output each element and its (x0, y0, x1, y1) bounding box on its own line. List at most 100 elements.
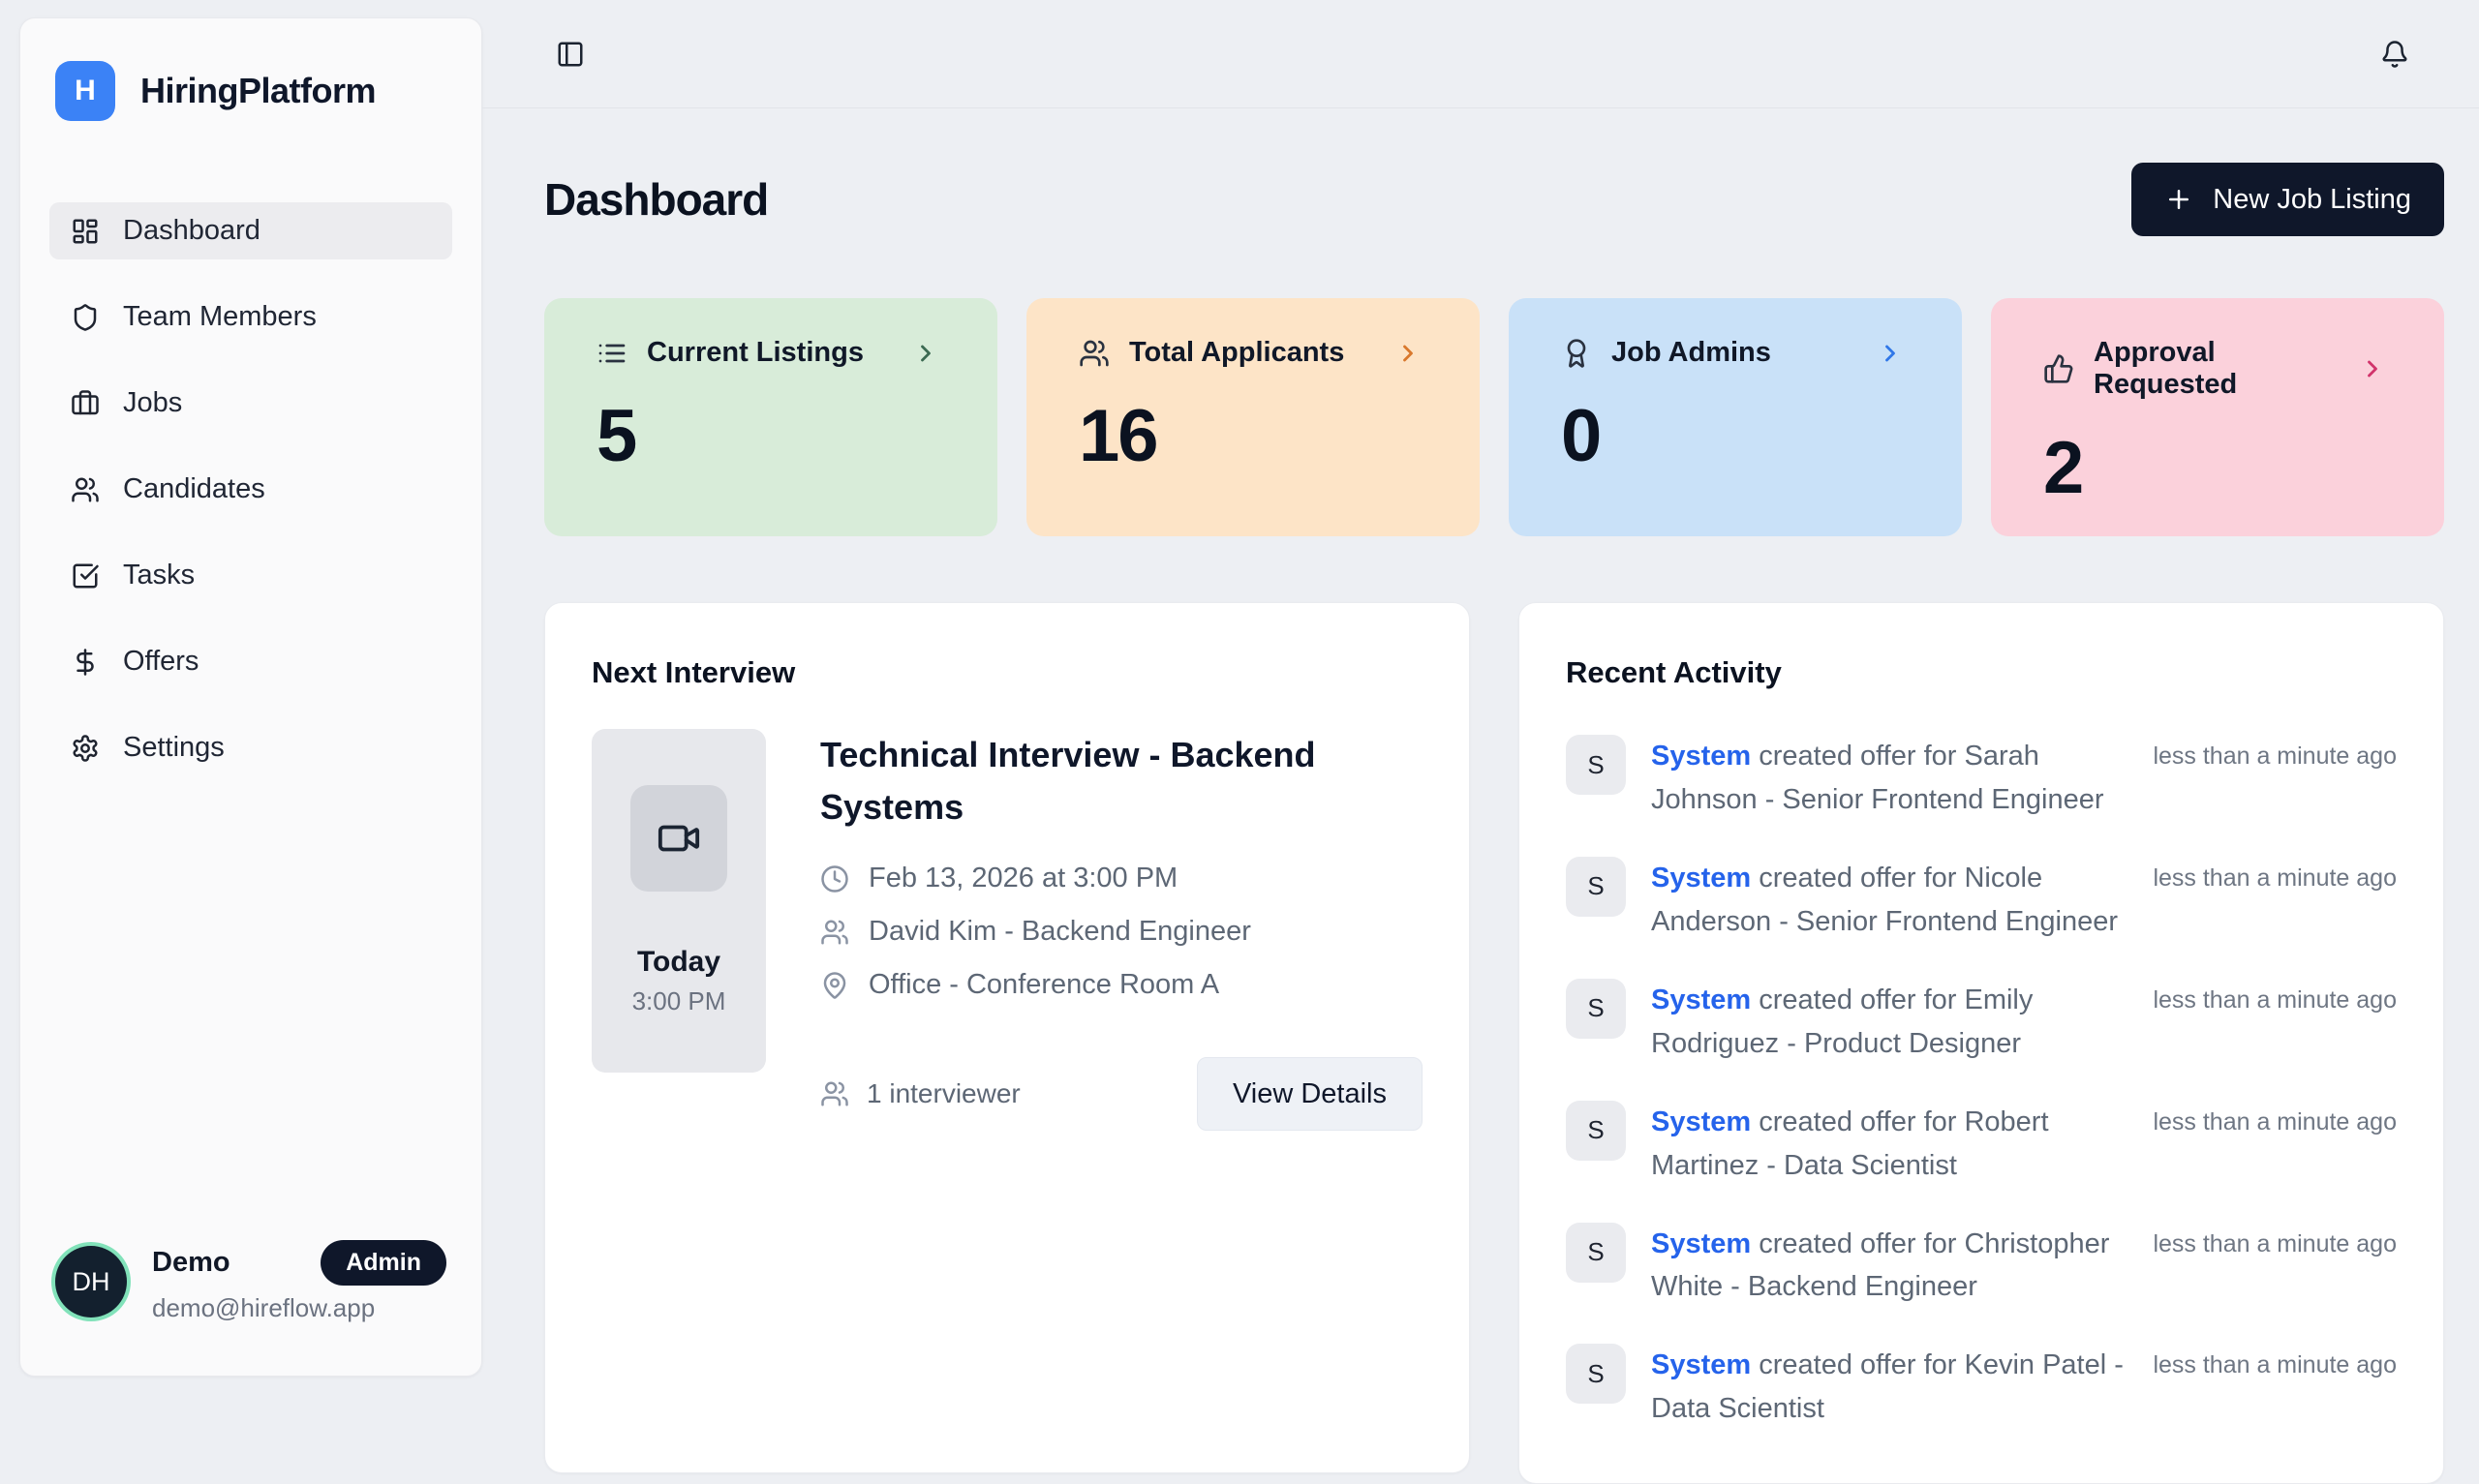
square-check-icon (71, 561, 100, 591)
activity-item: S System created offer for Christopher W… (1566, 1222, 2397, 1310)
main-area: Dashboard New Job Listing Current Listin… (482, 0, 2479, 1484)
activity-avatar: S (1566, 978, 1626, 1039)
brand-logo: H (55, 61, 115, 121)
layout-dashboard-icon (71, 217, 100, 246)
role-badge: Admin (321, 1240, 446, 1286)
sidebar-item-label: Jobs (123, 387, 183, 418)
list-icon (597, 338, 627, 369)
stat-card-job-admins[interactable]: Job Admins 0 (1509, 298, 1962, 536)
interview-footer: 1 interviewer View Details (820, 1057, 1423, 1131)
briefcase-icon (71, 389, 100, 418)
activity-avatar: S (1566, 1100, 1626, 1161)
users-icon (71, 475, 100, 504)
recent-activity-heading: Recent Activity (1566, 655, 1782, 689)
activity-timestamp: less than a minute ago (2153, 985, 2397, 1014)
activity-description: created offer for Nicole Anderson - Seni… (1651, 862, 2119, 937)
stat-label: Current Listings (647, 337, 864, 368)
sidebar-item-label: Dashboard (123, 215, 260, 246)
page-title: Dashboard (544, 174, 769, 225)
stats-row: Current Listings 5 Total Applicants (544, 298, 2444, 536)
stat-value: 2 (2043, 427, 2084, 509)
sidebar-item-label: Team Members (123, 301, 317, 332)
sidebar-item-tasks[interactable]: Tasks (49, 547, 452, 604)
new-job-listing-label: New Job Listing (2213, 183, 2411, 215)
activity-timestamp: less than a minute ago (2153, 1351, 2397, 1379)
stat-label: Total Applicants (1129, 337, 1345, 368)
interview-candidate: David Kim - Backend Engineer (869, 916, 1251, 947)
new-job-listing-button[interactable]: New Job Listing (2131, 163, 2444, 236)
activity-avatar: S (1566, 735, 1626, 795)
activity-actor-link[interactable]: System (1651, 984, 1752, 1015)
interview-time: 3:00 PM (631, 986, 726, 1015)
activity-item: S System created offer for Nicole Anders… (1566, 856, 2397, 944)
activity-timestamp: less than a minute ago (2153, 1229, 2397, 1257)
avatar: DH (55, 1246, 127, 1317)
interviewer-count: 1 interviewer (820, 1078, 1021, 1109)
bell-icon (2380, 40, 2409, 69)
interview-location-row: Office - Conference Room A (820, 969, 1423, 1001)
chevron-right-icon (912, 340, 939, 367)
gear-icon (71, 734, 100, 763)
recent-activity-panel: Recent Activity S System created offer f… (1518, 602, 2444, 1484)
stat-card-current-listings[interactable]: Current Listings 5 (544, 298, 997, 536)
stat-card-total-applicants[interactable]: Total Applicants 16 (1026, 298, 1480, 536)
brand-name: HiringPlatform (140, 71, 377, 110)
chevron-right-icon (1877, 340, 1904, 367)
activity-actor-link[interactable]: System (1651, 1227, 1752, 1259)
activity-text: System created offer for Robert Martinez… (1651, 1101, 2153, 1188)
interviewer-count-label: 1 interviewer (867, 1078, 1021, 1108)
activity-text: System created offer for Emily Rodriguez… (1651, 979, 2153, 1066)
stat-value: 0 (1561, 395, 1602, 477)
avatar-initials: DH (72, 1266, 110, 1296)
panels-row: Next Interview Today 3:00 PM Technical I… (544, 602, 2444, 1484)
interview-location: Office - Conference Room A (869, 969, 1220, 1000)
stat-card-approval-requested[interactable]: Approval Requested 2 (1991, 298, 2444, 536)
next-interview-heading: Next Interview (592, 655, 796, 689)
video-tile (630, 785, 727, 892)
chevron-right-icon (2359, 355, 2386, 382)
interview-card: Today 3:00 PM Technical Interview - Back… (592, 729, 1423, 1131)
sidebar-nav: Dashboard Team Members Jobs Candidates T… (20, 202, 481, 776)
sidebar-item-dashboard[interactable]: Dashboard (49, 202, 452, 259)
sidebar-toggle-button[interactable] (556, 40, 585, 69)
activity-actor-link[interactable]: System (1651, 1349, 1752, 1381)
activity-actor-link[interactable]: System (1651, 862, 1752, 893)
interview-title: Technical Interview - Backend Systems (820, 735, 1316, 827)
sidebar-item-settings[interactable]: Settings (49, 719, 452, 776)
view-details-button[interactable]: View Details (1196, 1057, 1423, 1131)
user-footer[interactable]: DH Demo Admin demo@hireflow.app (20, 1240, 481, 1376)
activity-description: created offer for Emily Rodriguez - Prod… (1651, 984, 2034, 1059)
activity-actor-link[interactable]: System (1651, 1105, 1752, 1137)
activity-avatar: S (1566, 856, 1626, 917)
brand-logo-letter: H (75, 75, 96, 106)
dollar-icon (71, 648, 100, 677)
sidebar-item-label: Candidates (123, 473, 265, 504)
activity-avatar: S (1566, 1222, 1626, 1283)
users-icon (1079, 338, 1110, 369)
user-name: Demo (152, 1247, 230, 1278)
map-pin-icon (820, 971, 849, 1000)
activity-actor-link[interactable]: System (1651, 741, 1752, 772)
interview-thumbnail: Today 3:00 PM (592, 729, 766, 1073)
sidebar-item-offers[interactable]: Offers (49, 633, 452, 690)
video-camera-icon (657, 816, 701, 861)
activity-item: S System created offer for Sarah Johnson… (1566, 735, 2397, 822)
activity-timestamp: less than a minute ago (2153, 1107, 2397, 1136)
activity-text: System created offer for Kevin Patel - D… (1651, 1344, 2153, 1431)
sidebar-item-candidates[interactable]: Candidates (49, 461, 452, 518)
notifications-button[interactable] (2380, 40, 2409, 69)
activity-item: S System created offer for Robert Martin… (1566, 1100, 2397, 1188)
activity-description: created offer for Sarah Johnson - Senior… (1651, 741, 2104, 815)
award-icon (1561, 338, 1592, 369)
clock-icon (820, 864, 849, 893)
panel-left-icon (556, 40, 585, 69)
activity-timestamp: less than a minute ago (2153, 863, 2397, 892)
interview-details: Technical Interview - Backend Systems Fe… (820, 729, 1423, 1131)
interview-datetime: Feb 13, 2026 at 3:00 PM (869, 863, 1178, 893)
activity-text: System created offer for Sarah Johnson -… (1651, 735, 2153, 822)
shield-icon (71, 303, 100, 332)
interview-datetime-row: Feb 13, 2026 at 3:00 PM (820, 863, 1423, 894)
topbar (482, 0, 2479, 108)
sidebar-item-team-members[interactable]: Team Members (49, 288, 452, 346)
sidebar-item-jobs[interactable]: Jobs (49, 375, 452, 432)
